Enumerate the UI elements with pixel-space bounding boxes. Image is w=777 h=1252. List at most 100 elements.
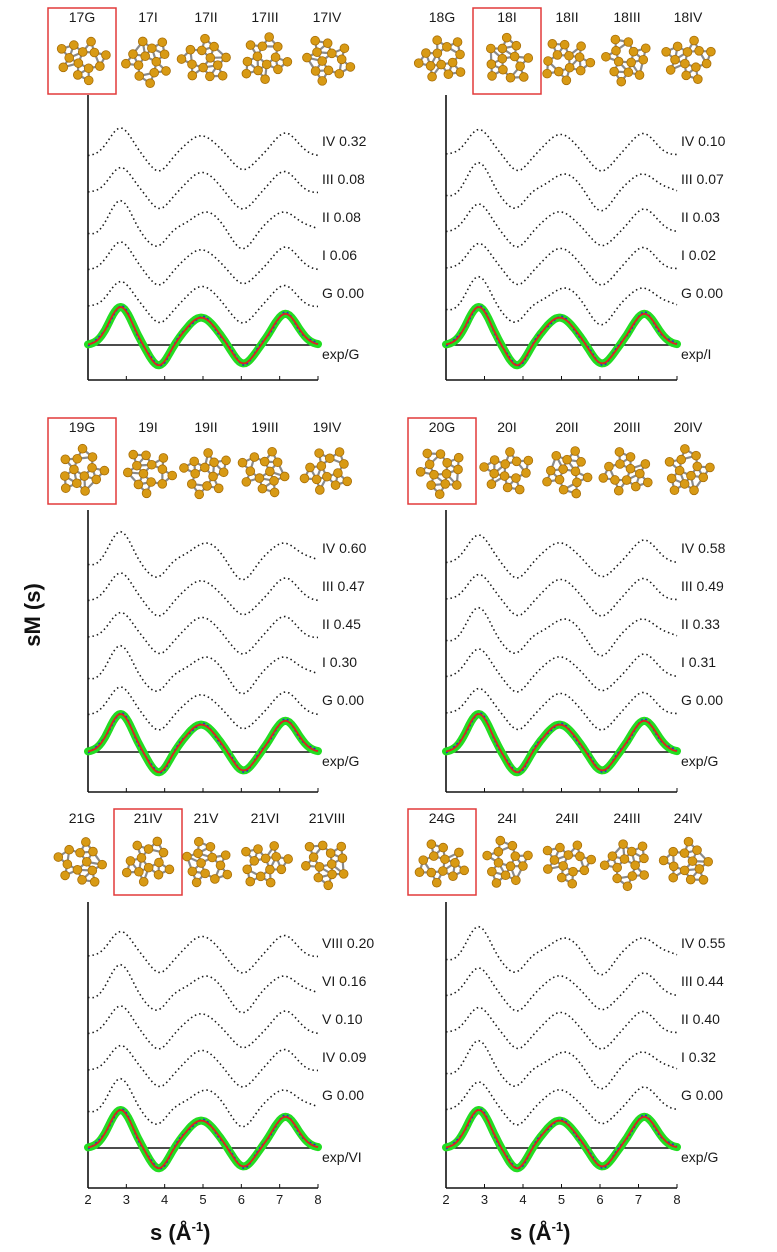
atom — [686, 470, 696, 481]
atom — [200, 33, 210, 44]
x-tick-label: 4 — [519, 1192, 526, 1207]
atom — [56, 44, 67, 54]
atom — [191, 877, 202, 888]
atom — [69, 464, 79, 475]
atom — [60, 471, 70, 481]
cluster-structure-19III — [237, 446, 290, 498]
curve-label: III 0.47 — [322, 578, 365, 594]
atom — [501, 32, 512, 43]
atom — [330, 480, 341, 490]
atom — [282, 56, 293, 67]
atom — [72, 453, 83, 464]
exp-label: exp/VI — [322, 1149, 362, 1165]
atom — [336, 54, 347, 65]
cluster-structure-21VIII — [301, 840, 349, 891]
y-axis-label: sM (s) — [20, 583, 45, 647]
structure-label: 17III — [251, 9, 278, 25]
atom — [187, 59, 197, 70]
structure-label: 24III — [613, 810, 640, 826]
curve-label: I 0.06 — [322, 247, 357, 263]
highlight-box — [113, 808, 183, 896]
atom — [434, 489, 445, 500]
atom — [543, 56, 553, 66]
atom — [151, 56, 162, 67]
atom — [269, 487, 280, 498]
atom — [316, 461, 327, 471]
theory-curve — [445, 648, 678, 693]
atom — [692, 845, 702, 855]
atom — [62, 859, 73, 870]
fit-curve — [87, 1108, 319, 1170]
atom — [260, 853, 271, 864]
atom — [267, 446, 277, 457]
atom — [311, 474, 322, 485]
atom — [334, 68, 345, 79]
atom — [521, 468, 531, 478]
theory-curve — [87, 644, 319, 695]
atom — [672, 41, 683, 52]
atom — [622, 881, 633, 892]
atom — [542, 68, 552, 79]
theory-curve — [87, 241, 319, 286]
experiment-curve — [445, 306, 678, 367]
atom — [338, 869, 349, 879]
atom — [440, 479, 451, 489]
atom — [640, 459, 651, 469]
atom — [186, 479, 197, 489]
fit-curve — [87, 305, 319, 367]
theory-curve — [445, 242, 677, 286]
atom — [628, 46, 639, 57]
cluster-structure-18I — [486, 32, 534, 83]
atom — [337, 853, 348, 864]
atom — [182, 851, 192, 862]
atom — [132, 840, 143, 851]
atom — [121, 867, 132, 878]
atom — [202, 481, 212, 491]
atom — [564, 62, 575, 73]
atom — [269, 476, 279, 486]
atom — [523, 850, 533, 861]
atom — [81, 856, 92, 867]
atom — [101, 50, 111, 60]
atom — [189, 456, 200, 467]
x-tick-label: 2 — [442, 1192, 449, 1207]
atom — [703, 856, 713, 867]
cluster-structure-19IV — [299, 447, 353, 495]
atom — [567, 878, 578, 889]
curve-label: IV 0.09 — [322, 1049, 367, 1065]
theory-curve — [445, 1039, 678, 1090]
atom — [486, 59, 497, 69]
atom — [264, 32, 274, 42]
atom — [73, 58, 84, 68]
atom — [209, 41, 219, 52]
curve-label: VI 0.16 — [322, 973, 367, 989]
cluster-structure-17III — [241, 32, 293, 85]
atom — [323, 880, 334, 891]
experiment-curve — [445, 713, 678, 774]
structure-label: 21VI — [251, 810, 280, 826]
atom — [630, 481, 641, 492]
curve-label: G 0.00 — [322, 285, 364, 301]
atom — [121, 58, 131, 69]
panel-18: 18G 18I 18II 18III 18IV IV 0.10 III 0.07 II 0.0… — [413, 7, 726, 381]
curve-label: III 0.08 — [322, 171, 365, 187]
experiment-band — [84, 303, 322, 370]
structure-label: 21IV — [134, 810, 163, 826]
atom — [618, 839, 628, 849]
atom — [611, 45, 621, 56]
theory-curve — [445, 128, 677, 172]
atom — [438, 866, 448, 876]
atom — [500, 870, 511, 881]
atom — [157, 464, 168, 475]
atom — [643, 477, 653, 488]
atom — [317, 840, 328, 851]
atom — [669, 485, 680, 496]
structure-label: 19II — [194, 419, 217, 435]
structure-label: 21G — [69, 810, 95, 826]
atom — [639, 853, 649, 864]
atom — [691, 62, 701, 73]
atom — [136, 853, 147, 863]
atom — [133, 479, 144, 490]
atom — [418, 855, 429, 865]
atom — [122, 467, 133, 478]
